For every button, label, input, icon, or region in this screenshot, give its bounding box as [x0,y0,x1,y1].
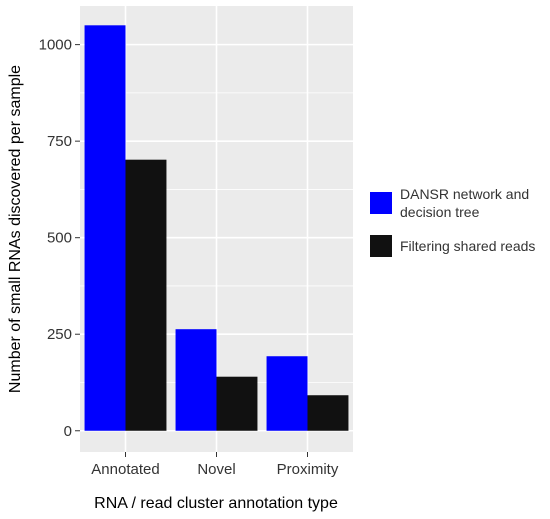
legend-label: DANSR network and decision tree [400,186,529,220]
x-tick-label: Proximity [277,461,339,478]
y-axis: 0 250 500 750 1000 [39,37,80,440]
y-tick-label: 1000 [39,37,72,54]
x-axis: Annotated Novel Proximity [91,452,339,478]
x-axis-title: RNA / read cluster annotation type [94,495,338,512]
legend-label: Filtering shared reads [400,238,535,254]
bar [84,25,126,431]
x-tick-label: Novel [197,461,235,478]
y-tick-label: 0 [64,423,72,440]
legend: DANSR network and decision tree Filtering … [370,186,535,257]
y-tick-label: 250 [47,326,72,343]
y-axis-title: Number of small RNAs discovered per samp… [7,65,24,393]
y-tick-label: 500 [47,230,72,247]
bar [307,395,349,431]
bar [266,356,308,431]
legend-swatch [370,192,392,214]
bars [84,25,349,431]
bar [125,159,167,431]
legend-swatch [370,235,392,257]
bar [216,376,258,431]
x-tick-label: Annotated [91,461,159,478]
bar [175,329,217,431]
y-tick-label: 750 [47,133,72,150]
